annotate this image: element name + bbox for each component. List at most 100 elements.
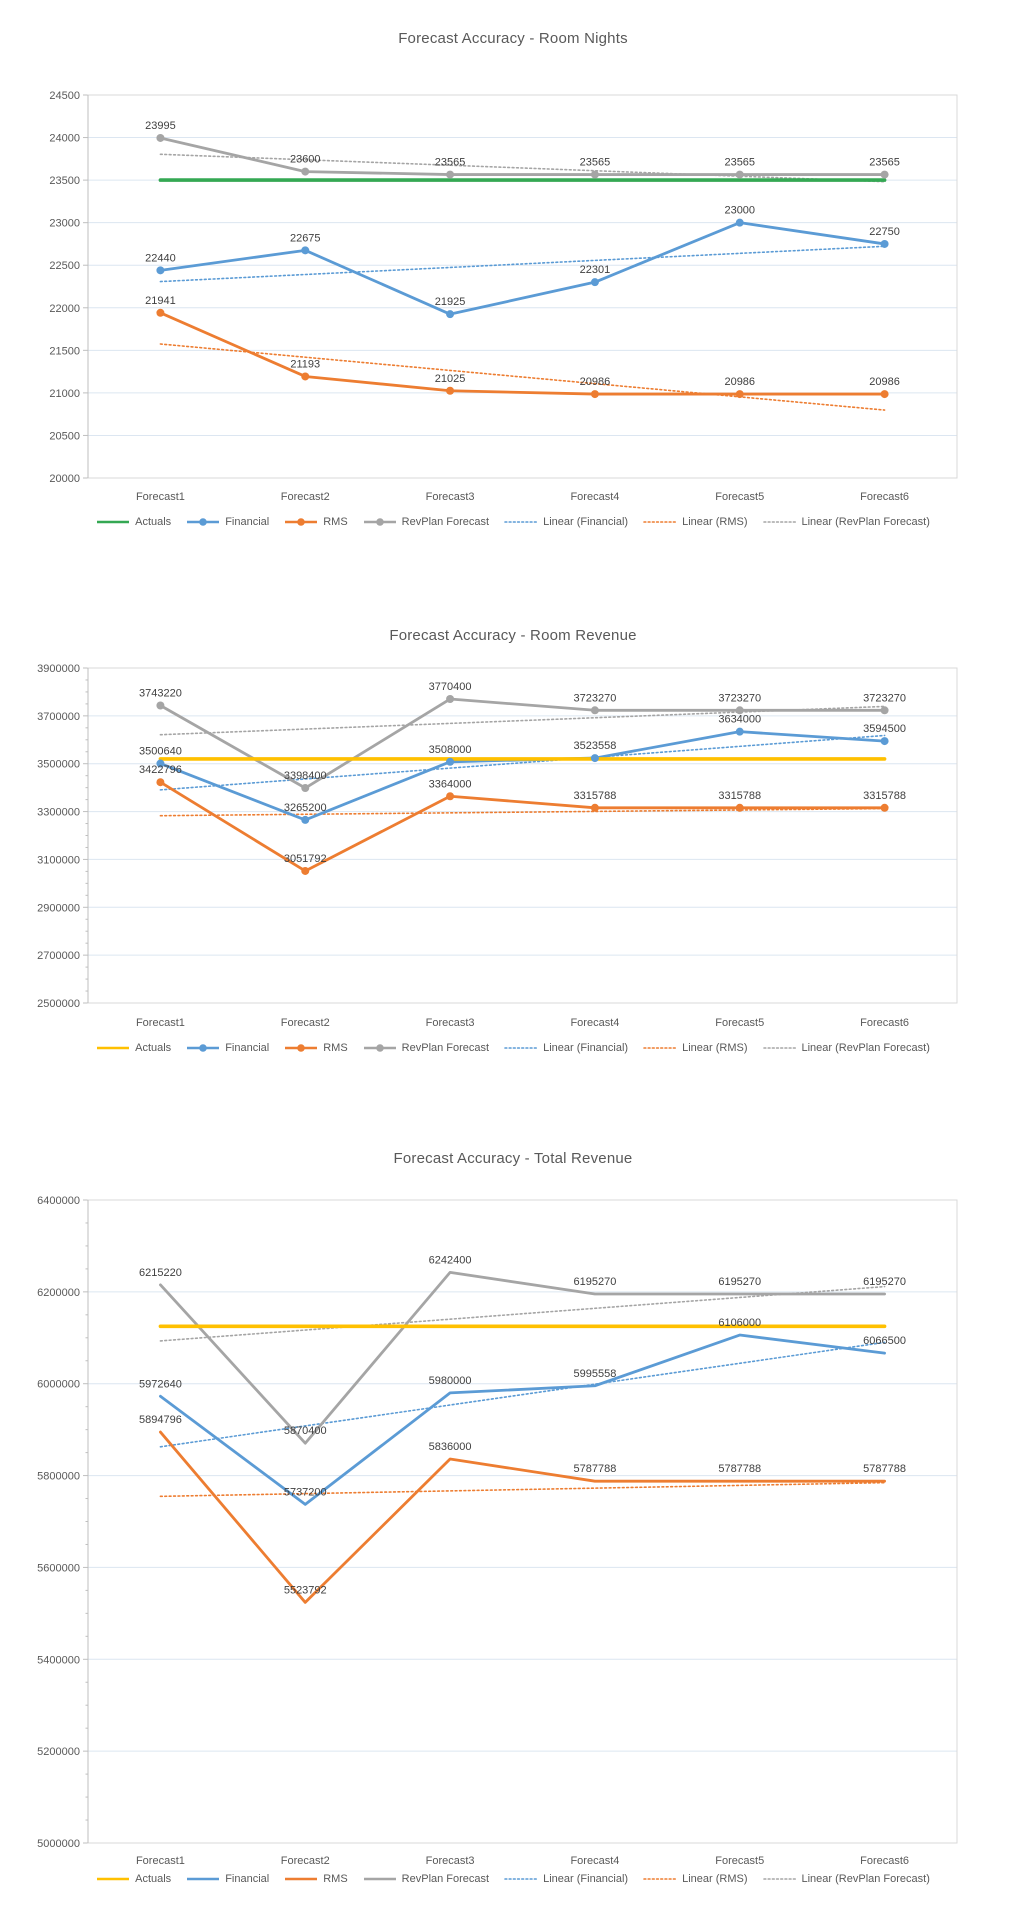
legend-label-actuals: Actuals — [135, 516, 172, 528]
legend-swatch-linear-rms — [643, 1878, 677, 1880]
series-marker-revplan-forecast — [301, 784, 310, 793]
legend-label-linear-rms: Linear (RMS) — [682, 516, 748, 528]
legend-swatch-actuals — [97, 1877, 130, 1881]
series-marker-financial — [301, 246, 310, 255]
legend-swatch-linear-revplan-forecast — [762, 1047, 797, 1049]
data-label-financial: 22440 — [145, 252, 176, 264]
legend-item-linear-revplan-forecast: Linear (RevPlan Forecast) — [762, 516, 930, 528]
legend-swatch-rms — [285, 518, 318, 526]
x-axis-label: Forecast5 — [715, 1855, 764, 1867]
x-axis-label: Forecast5 — [715, 491, 764, 503]
legend-label-linear-financial: Linear (Financial) — [543, 516, 629, 528]
y-axis-label: 21500 — [49, 345, 80, 357]
trendline-linear-financial — [159, 245, 886, 283]
series-marker-rms — [590, 803, 599, 812]
series-marker-revplan-forecast — [880, 706, 889, 715]
legend-item-rms: RMS — [284, 1042, 348, 1054]
legend-swatch-linear-revplan-forecast — [762, 521, 797, 523]
y-axis-label: 3100000 — [37, 854, 80, 866]
data-label-revplan-forecast: 23565 — [435, 157, 466, 169]
data-label-revplan-forecast: 6242400 — [429, 1254, 472, 1266]
data-label-rms: 5894796 — [139, 1414, 182, 1426]
series-marker-financial — [735, 727, 744, 736]
series-marker-financial — [156, 759, 165, 768]
y-axis-label: 6200000 — [37, 1287, 80, 1299]
legend-item-actuals: Actuals — [96, 1873, 171, 1885]
plot-area-border — [87, 1199, 958, 1844]
legend-label-linear-rms: Linear (RMS) — [682, 1873, 748, 1885]
x-axis-label: Forecast4 — [570, 491, 619, 503]
y-axis-label: 20000 — [49, 473, 80, 485]
data-label-revplan-forecast: 23600 — [290, 154, 321, 166]
legend-item-linear-revplan-forecast: Linear (RevPlan Forecast) — [762, 1042, 930, 1054]
series-marker-revplan-forecast — [446, 695, 455, 704]
series-marker-revplan-forecast — [735, 706, 744, 715]
x-axis-label: Forecast6 — [860, 491, 909, 503]
legend-item-linear-revplan-forecast: Linear (RevPlan Forecast) — [762, 1873, 930, 1885]
legend-item-revplan-forecast: RevPlan Forecast — [363, 1873, 489, 1885]
legend-swatch-rms — [285, 1044, 318, 1052]
legend-label-linear-revplan-forecast: Linear (RevPlan Forecast) — [801, 516, 930, 528]
data-label-rms: 5523792 — [284, 1584, 327, 1596]
y-axis-label: 3500000 — [37, 759, 80, 771]
legend-label-linear-revplan-forecast: Linear (RevPlan Forecast) — [801, 1873, 930, 1885]
trendline-linear-rms — [159, 1481, 886, 1498]
series-marker-rms — [880, 390, 889, 399]
legend-item-rms: RMS — [284, 1873, 348, 1885]
x-axis-label: Forecast2 — [281, 1017, 330, 1029]
legend-label-rms: RMS — [323, 1873, 348, 1885]
series-line-revplan-forecast — [159, 136, 886, 176]
legend-label-linear-rms: Linear (RMS) — [682, 1042, 748, 1054]
legend-item-linear-financial: Linear (Financial) — [504, 1042, 628, 1054]
data-label-rms: 5787788 — [574, 1463, 617, 1475]
x-axis-label: Forecast3 — [426, 1017, 475, 1029]
data-label-financial: 3500640 — [139, 746, 182, 758]
series-marker-rms — [446, 386, 455, 395]
series-line-revplan-forecast — [159, 1270, 886, 1445]
y-axis-label: 3300000 — [37, 807, 80, 819]
legend-swatch-linear-financial — [504, 1047, 538, 1049]
data-label-rms: 3422796 — [139, 764, 182, 776]
y-axis-label: 24000 — [49, 133, 80, 145]
x-axis-label: Forecast4 — [570, 1855, 619, 1867]
y-axis-label: 5800000 — [37, 1471, 80, 1483]
data-label-rms: 21193 — [290, 358, 320, 370]
x-axis-label: Forecast3 — [426, 491, 475, 503]
y-axis-label: 2900000 — [37, 902, 80, 914]
data-label-revplan-forecast: 3770400 — [429, 681, 472, 693]
data-label-revplan-forecast: 3743220 — [139, 688, 182, 700]
data-label-financial: 5980000 — [429, 1375, 472, 1387]
legend-label-linear-revplan-forecast: Linear (RevPlan Forecast) — [801, 1042, 930, 1054]
series-marker-financial — [301, 815, 310, 824]
data-label-rms: 21025 — [435, 373, 466, 385]
data-label-financial: 23000 — [724, 205, 755, 217]
data-label-financial: 22301 — [580, 264, 611, 276]
data-label-revplan-forecast: 23565 — [724, 157, 755, 169]
data-label-financial: 3594500 — [863, 723, 906, 735]
legend-swatch-linear-financial — [504, 521, 538, 523]
data-label-revplan-forecast: 6195270 — [718, 1276, 761, 1288]
series-marker-revplan-forecast — [735, 170, 744, 179]
plot-area-border — [87, 667, 958, 1004]
trendline-linear-rms — [159, 807, 886, 817]
y-axis-label: 22500 — [49, 260, 80, 272]
series-marker-revplan-forecast — [880, 170, 889, 179]
legend-item-revplan-forecast: RevPlan Forecast — [363, 516, 489, 528]
series-marker-revplan-forecast — [590, 706, 599, 715]
data-label-financial: 3634000 — [718, 714, 761, 726]
legend-label-actuals: Actuals — [135, 1042, 172, 1054]
x-axis-label: Forecast2 — [281, 491, 330, 503]
series-marker-financial — [590, 278, 599, 287]
data-label-rms: 3051792 — [284, 853, 327, 865]
data-label-rms: 5787788 — [863, 1463, 906, 1475]
series-marker-rms — [735, 390, 744, 399]
legend-label-revplan-forecast: RevPlan Forecast — [401, 516, 490, 528]
legend-item-actuals: Actuals — [96, 516, 171, 528]
chart-title-room-revenue: Forecast Accuracy - Room Revenue — [389, 627, 637, 644]
y-axis-label: 5600000 — [37, 1562, 80, 1574]
legend-swatch-revplan-forecast — [363, 1044, 396, 1052]
x-axis-label: Forecast2 — [281, 1855, 330, 1867]
data-label-revplan-forecast: 23565 — [869, 157, 900, 169]
series-marker-revplan-forecast — [156, 133, 165, 142]
legend-swatch-actuals — [97, 1046, 130, 1050]
